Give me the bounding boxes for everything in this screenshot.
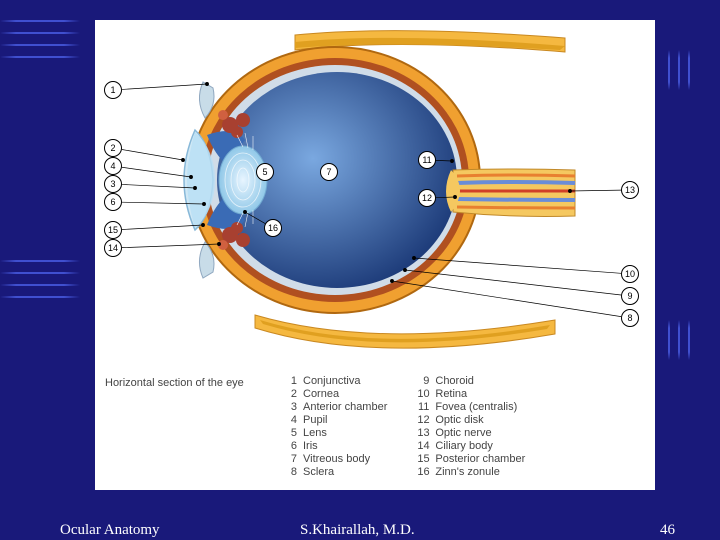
legend-row: 11Fovea (centralis) <box>417 401 525 414</box>
legend-row: 16Zinn's zonule <box>417 466 525 479</box>
label-12: 12 <box>418 189 436 207</box>
label-2: 2 <box>104 139 122 157</box>
label-16: 16 <box>264 219 282 237</box>
diagram-area: 12436151457161112131098 <box>95 20 655 365</box>
legend-row: 8Sclera <box>285 466 387 479</box>
legend-row: 4Pupil <box>285 414 387 427</box>
legend-col2: 9Choroid10Retina11Fovea (centralis)12Opt… <box>417 375 525 479</box>
decor-lines-left-top <box>0 20 80 68</box>
optic-nerve <box>446 169 575 217</box>
legend-row: 9Choroid <box>417 375 525 388</box>
legend-row: 6Iris <box>285 440 387 453</box>
caption-block: Horizontal section of the eye 1Conjuncti… <box>105 375 645 479</box>
legend-row: 13Optic nerve <box>417 427 525 440</box>
footer-center: S.Khairallah, M.D. <box>300 522 415 539</box>
legend-row: 7Vitreous body <box>285 453 387 466</box>
footer-left: Ocular Anatomy <box>60 522 160 539</box>
legend-row: 14Ciliary body <box>417 440 525 453</box>
legend-row: 15Posterior chamber <box>417 453 525 466</box>
label-15: 15 <box>104 221 122 239</box>
legend-row: 12Optic disk <box>417 414 525 427</box>
label-8: 8 <box>621 309 639 327</box>
legend-row: 1Conjunctiva <box>285 375 387 388</box>
label-4: 4 <box>104 157 122 175</box>
footer-right: 46 <box>660 522 675 539</box>
caption-title: Horizontal section of the eye <box>105 375 285 479</box>
label-13: 13 <box>621 181 639 199</box>
decor-lines-left-mid <box>0 260 80 308</box>
label-11: 11 <box>418 151 436 169</box>
label-3: 3 <box>104 175 122 193</box>
label-5: 5 <box>256 163 274 181</box>
label-9: 9 <box>621 287 639 305</box>
legend-row: 3Anterior chamber <box>285 401 387 414</box>
legend-row: 10Retina <box>417 388 525 401</box>
eye-svg <box>95 20 655 365</box>
label-1: 1 <box>104 81 122 99</box>
label-10: 10 <box>621 265 639 283</box>
label-6: 6 <box>104 193 122 211</box>
lens <box>219 146 267 214</box>
legend-row: 2Cornea <box>285 388 387 401</box>
label-14: 14 <box>104 239 122 257</box>
eye-figure: 12436151457161112131098 Horizontal secti… <box>95 20 655 490</box>
legend-col1: 1Conjunctiva2Cornea3Anterior chamber4Pup… <box>285 375 387 479</box>
decor-lines-right-top <box>660 50 720 95</box>
decor-lines-right-bot <box>660 320 720 365</box>
legend-row: 5Lens <box>285 427 387 440</box>
label-7: 7 <box>320 163 338 181</box>
